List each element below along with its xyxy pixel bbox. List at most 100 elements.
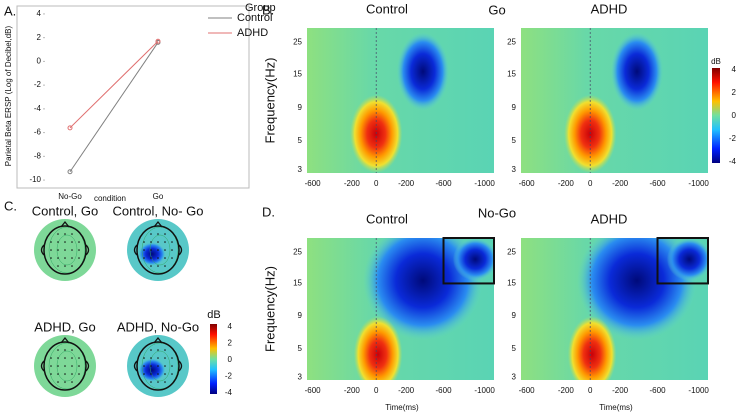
x-tick-label: -600 xyxy=(305,386,322,395)
nose xyxy=(153,336,163,344)
electrode xyxy=(143,357,145,359)
electrode xyxy=(64,349,66,351)
point-marker xyxy=(67,169,73,175)
colorbar-tick: 4 xyxy=(228,322,233,331)
contour xyxy=(141,226,179,274)
group-title: Control xyxy=(366,1,408,16)
electrode xyxy=(50,249,52,251)
electrode xyxy=(150,373,152,375)
y-tick-label: -10 xyxy=(29,175,41,184)
x-tick-label: -200 xyxy=(558,179,575,188)
head xyxy=(136,341,180,391)
electrode xyxy=(64,373,66,375)
y-tick-label: 15 xyxy=(507,70,516,79)
electrode xyxy=(150,265,152,267)
electrode xyxy=(71,357,73,359)
map-title: ADHD, Go xyxy=(34,319,95,334)
electrode xyxy=(64,265,66,267)
electrode xyxy=(50,365,52,367)
electrode xyxy=(57,241,59,243)
map-title: Control, Go xyxy=(32,203,98,218)
x-tick-label: -200 xyxy=(398,386,415,395)
electrode xyxy=(150,381,152,383)
ear xyxy=(178,360,183,372)
colorbar-tick: 0 xyxy=(732,111,737,120)
electrode xyxy=(157,349,159,351)
y-tick-label: 4 xyxy=(37,9,42,18)
y-tick-label: -2 xyxy=(34,80,42,89)
y-tick-label: 5 xyxy=(512,344,517,353)
head xyxy=(43,225,87,275)
y-tick-label: 9 xyxy=(298,311,303,320)
contour xyxy=(48,226,86,274)
colorbar-tick: 4 xyxy=(732,65,737,74)
panel-frame xyxy=(16,5,250,189)
x-tick-label: -600 xyxy=(650,386,667,395)
x-tick-label: -200 xyxy=(612,386,629,395)
x-tick-label: 0 xyxy=(588,386,593,395)
electrode xyxy=(64,257,66,259)
panel-label: B. xyxy=(262,2,274,17)
ear xyxy=(178,244,183,256)
electrode xyxy=(57,257,59,259)
electrode xyxy=(64,249,66,251)
heatmap-bg xyxy=(307,28,494,173)
electrode xyxy=(57,233,59,235)
heat-blob xyxy=(577,238,697,341)
x-axis-label: Time(ms) xyxy=(385,403,419,412)
electrode xyxy=(143,365,145,367)
electrode xyxy=(71,241,73,243)
y-tick-label: 25 xyxy=(293,247,302,256)
ear xyxy=(85,244,90,256)
nose xyxy=(60,220,70,228)
ear xyxy=(85,360,90,372)
electrode xyxy=(157,357,159,359)
panel-label: C. xyxy=(4,198,17,213)
colorbar-tick: 2 xyxy=(228,339,233,348)
electrode xyxy=(164,349,166,351)
heatmap xyxy=(567,238,708,380)
contour xyxy=(48,342,86,390)
point-marker xyxy=(155,38,161,44)
x-tick-label: -200 xyxy=(558,386,575,395)
heat-blob xyxy=(567,316,617,380)
x-tick-label: No-Go xyxy=(58,192,82,201)
contour xyxy=(149,234,171,266)
electrode xyxy=(150,257,152,259)
y-tick-label: 9 xyxy=(298,103,303,112)
electrode xyxy=(164,373,166,375)
electrode xyxy=(143,249,145,251)
x-tick-label: Go xyxy=(153,192,164,201)
electrode xyxy=(57,349,59,351)
y-tick-label: 9 xyxy=(512,311,517,320)
electrode xyxy=(157,249,159,251)
x-tick-label: -600 xyxy=(436,179,453,188)
colorbar xyxy=(210,324,217,394)
y-tick-label: 3 xyxy=(512,372,517,381)
electrode xyxy=(71,249,73,251)
x-tick-label: -1000 xyxy=(688,386,709,395)
electrode xyxy=(171,241,173,243)
x-tick-label: -600 xyxy=(305,179,322,188)
y-tick-label: -4 xyxy=(34,104,42,113)
contour xyxy=(149,350,171,382)
x-tick-label: -600 xyxy=(519,386,536,395)
y-tick-label: -6 xyxy=(34,128,42,137)
colorbar-tick: -2 xyxy=(225,372,233,381)
electrode xyxy=(171,357,173,359)
y-tick-label: 15 xyxy=(507,279,516,288)
x-tick-label: -200 xyxy=(398,179,415,188)
electrode xyxy=(57,249,59,251)
electrode xyxy=(164,257,166,259)
scalp-blob xyxy=(138,358,166,382)
electrode xyxy=(71,381,73,383)
map-title: ADHD, No-Go xyxy=(117,319,199,334)
y-axis-label: Frequency(Hz) xyxy=(262,266,277,352)
panel-label: D. xyxy=(262,204,275,219)
y-tick-label: 5 xyxy=(512,136,517,145)
group-title: ADHD xyxy=(591,1,628,16)
contour xyxy=(141,342,179,390)
electrode xyxy=(78,249,80,251)
contour xyxy=(56,350,78,382)
